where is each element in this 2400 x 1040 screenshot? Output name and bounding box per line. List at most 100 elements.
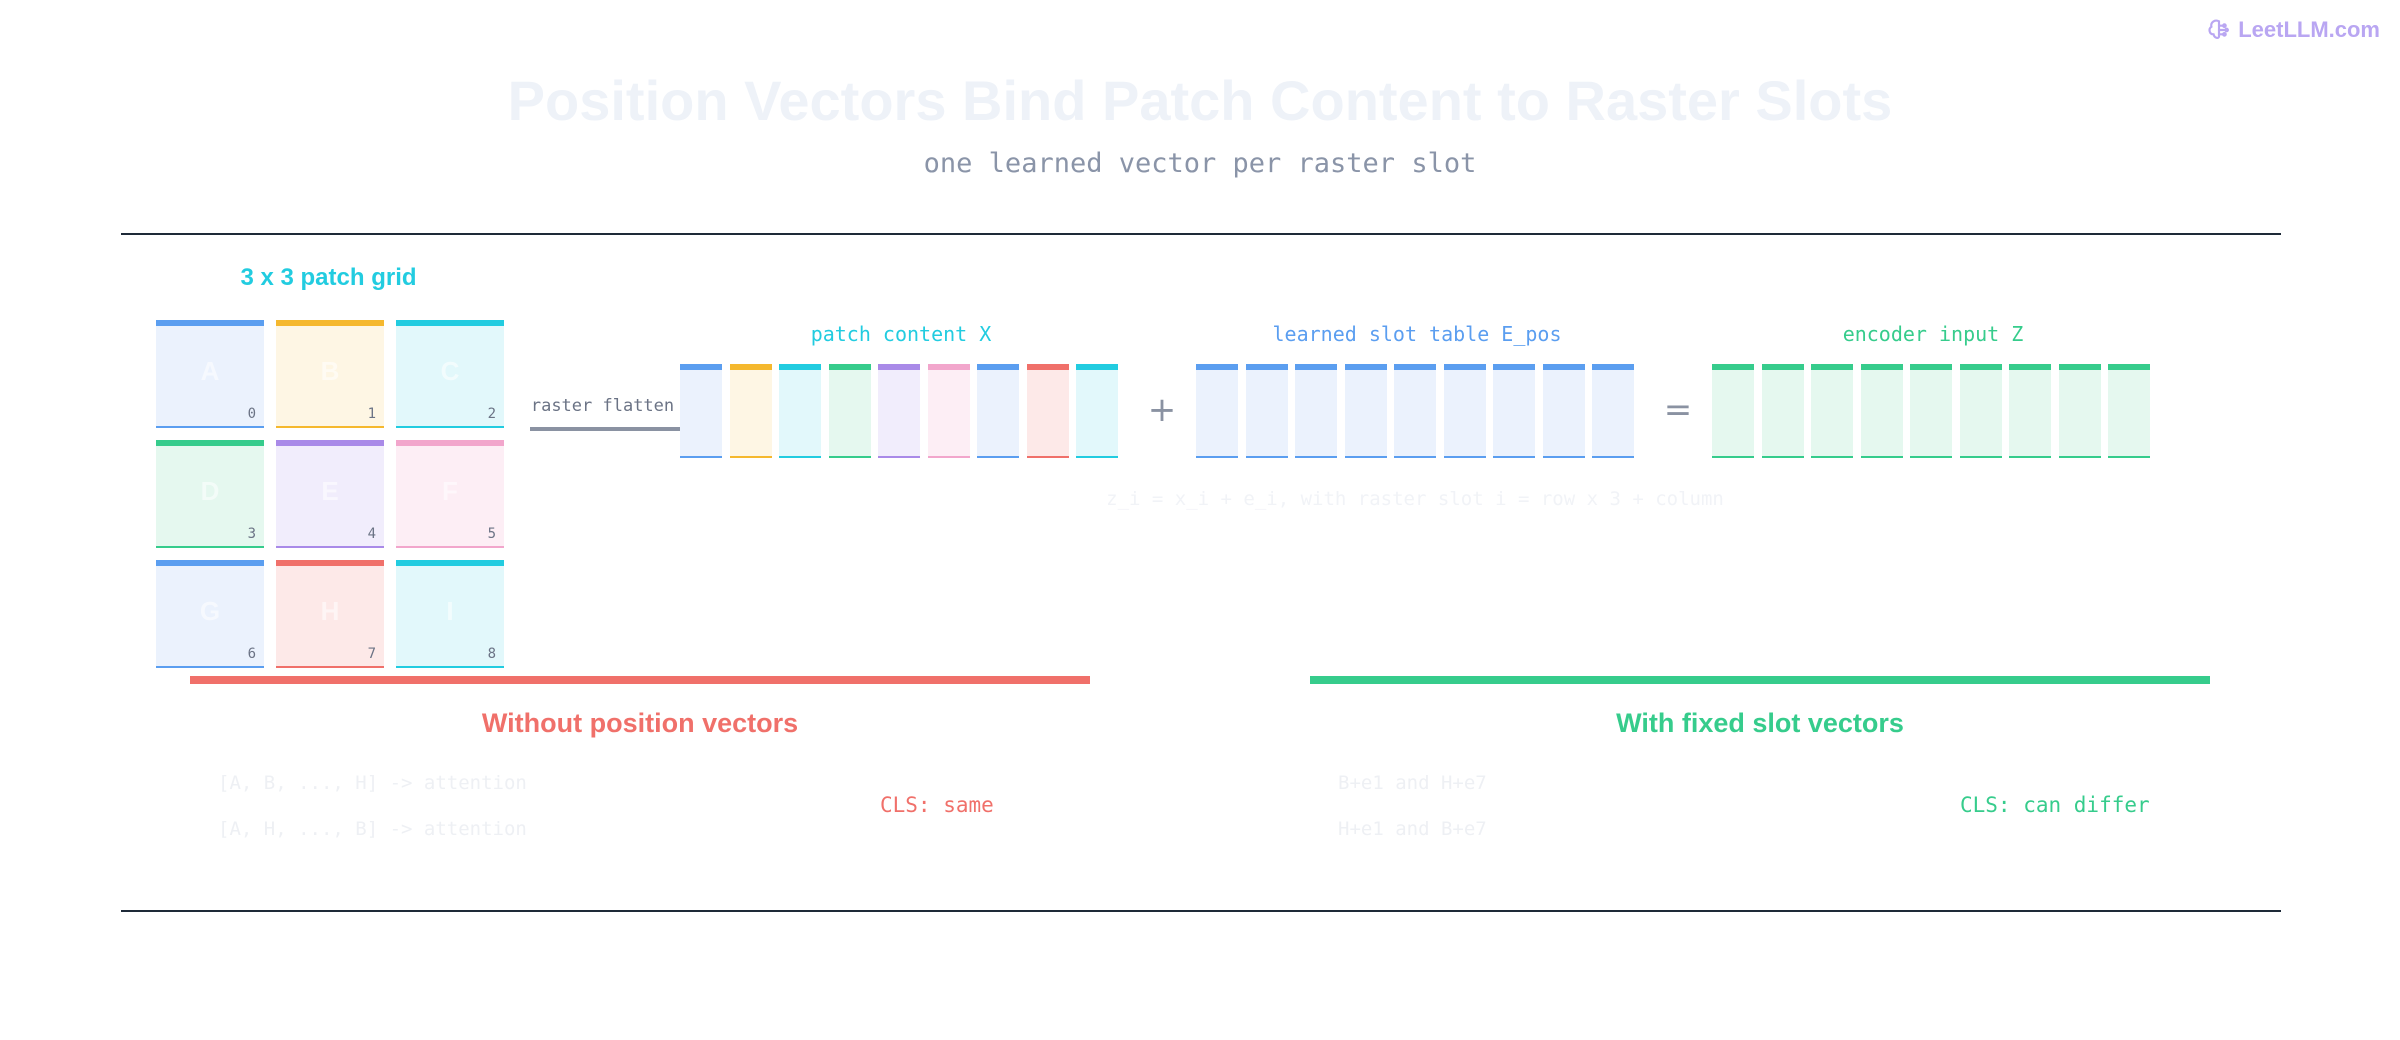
content-token-bar bbox=[878, 364, 920, 370]
content-token-bar bbox=[1076, 364, 1118, 370]
encoder-token-baseline bbox=[1761, 456, 1804, 458]
content-token-baseline bbox=[828, 456, 871, 458]
position-token bbox=[1443, 364, 1486, 458]
encoder-token-baseline bbox=[2058, 456, 2101, 458]
patch-index: 1 bbox=[367, 406, 376, 422]
content-token-baseline bbox=[729, 456, 772, 458]
position-token-bar bbox=[1394, 364, 1436, 370]
with-line-2: H+e1 and B+e7 bbox=[1338, 818, 1487, 840]
patch-letter: B bbox=[320, 356, 340, 386]
patch-cell-bar bbox=[276, 320, 384, 326]
with-line-1: B+e1 and H+e7 bbox=[1338, 772, 1487, 794]
content-sequence-label: patch content X bbox=[810, 322, 992, 346]
position-token-baseline bbox=[1295, 456, 1337, 458]
position-token-bar bbox=[1592, 364, 1634, 370]
content-token bbox=[927, 364, 970, 458]
position-token bbox=[1344, 364, 1387, 458]
content-token-baseline bbox=[977, 456, 1019, 458]
flatten-arrow bbox=[530, 427, 680, 431]
content-token-baseline bbox=[680, 456, 722, 458]
brand-link[interactable]: LeetLLM.com bbox=[2206, 15, 2380, 45]
patch-cell-baseline bbox=[156, 666, 264, 668]
encoder-token-baseline bbox=[1811, 456, 1853, 458]
flatten-label: raster flatten bbox=[530, 396, 675, 416]
content-token bbox=[878, 364, 920, 458]
content-token bbox=[1076, 364, 1118, 458]
patch-cell-bar bbox=[156, 320, 264, 326]
content-token bbox=[779, 364, 821, 458]
without-line-2: [A, H, ..., B] -> attention bbox=[218, 818, 527, 840]
encoder-token-bar bbox=[2108, 364, 2150, 370]
encoder-token-baseline bbox=[2009, 456, 2051, 458]
patch-letter: H bbox=[320, 596, 340, 626]
plus-operator: + bbox=[1147, 390, 1177, 430]
position-token-baseline bbox=[1344, 456, 1387, 458]
position-table-label: learned slot table E_pos bbox=[1272, 322, 1562, 346]
with-panel-bar bbox=[1310, 676, 2210, 684]
without-cls-result: CLS: same bbox=[880, 793, 994, 817]
content-token-bar bbox=[927, 364, 970, 370]
content-token-bar bbox=[680, 364, 722, 370]
patch-cell-baseline bbox=[276, 546, 384, 548]
content-token-bar bbox=[729, 364, 772, 370]
without-line-1: [A, B, ..., H] -> attention bbox=[218, 772, 527, 794]
brain-icon bbox=[2208, 19, 2230, 39]
patch-cell-baseline bbox=[276, 666, 384, 668]
patch-cell-bar bbox=[276, 560, 384, 566]
encoder-token bbox=[1811, 364, 1853, 458]
position-token-bar bbox=[1245, 364, 1288, 370]
encoder-token bbox=[1860, 364, 1903, 458]
top-divider bbox=[121, 233, 2281, 235]
patch-letter: F bbox=[442, 476, 458, 506]
patch-cell-bar bbox=[156, 560, 264, 566]
encoder-token-bar bbox=[1712, 364, 1754, 370]
content-token-baseline bbox=[779, 456, 821, 458]
encoder-token-baseline bbox=[1910, 456, 1952, 458]
content-token-baseline bbox=[1076, 456, 1118, 458]
content-token-bar bbox=[977, 364, 1019, 370]
position-token-baseline bbox=[1443, 456, 1486, 458]
encoder-input-label: encoder input Z bbox=[1842, 322, 2024, 346]
position-token-bar bbox=[1493, 364, 1535, 370]
content-token bbox=[729, 364, 772, 458]
position-token bbox=[1592, 364, 1634, 458]
encoder-token-bar bbox=[1761, 364, 1804, 370]
encoder-token-baseline bbox=[1959, 456, 2002, 458]
patch-cell-baseline bbox=[396, 666, 504, 668]
grid-title: 3 x 3 patch grid bbox=[240, 264, 417, 291]
patch-cell-baseline bbox=[276, 426, 384, 428]
patch-index: 0 bbox=[247, 406, 256, 422]
patch-cell-bar bbox=[396, 320, 504, 326]
encoder-token-baseline bbox=[1712, 456, 1754, 458]
content-token bbox=[828, 364, 871, 458]
patch-letter: C bbox=[440, 356, 460, 386]
patch-cell-bar bbox=[396, 560, 504, 566]
encoder-token-bar bbox=[1910, 364, 1952, 370]
content-token-bar bbox=[1026, 364, 1069, 370]
encoder-token bbox=[1959, 364, 2002, 458]
page-subtitle: one learned vector per raster slot bbox=[923, 148, 1477, 179]
position-token-baseline bbox=[1542, 456, 1585, 458]
encoder-token bbox=[2108, 364, 2150, 458]
patch-letter: I bbox=[446, 596, 454, 626]
encoder-token bbox=[2058, 364, 2101, 458]
encoder-token-bar bbox=[2009, 364, 2051, 370]
patch-cell-baseline bbox=[156, 546, 264, 548]
formula: z_i = x_i + e_i, with raster slot i = ro… bbox=[1106, 488, 1724, 510]
content-token-bar bbox=[828, 364, 871, 370]
without-panel-bar bbox=[190, 676, 1090, 684]
with-panel-title: With fixed slot vectors bbox=[1616, 708, 1904, 738]
position-token-baseline bbox=[1493, 456, 1535, 458]
position-token bbox=[1394, 364, 1436, 458]
patch-index: 6 bbox=[247, 646, 256, 662]
page-title: Position Vectors Bind Patch Content to R… bbox=[507, 69, 1893, 132]
position-token bbox=[1493, 364, 1535, 458]
position-token-baseline bbox=[1394, 456, 1436, 458]
patch-cell-bar bbox=[276, 440, 384, 446]
position-token bbox=[1542, 364, 1585, 458]
encoder-token-bar bbox=[2058, 364, 2101, 370]
